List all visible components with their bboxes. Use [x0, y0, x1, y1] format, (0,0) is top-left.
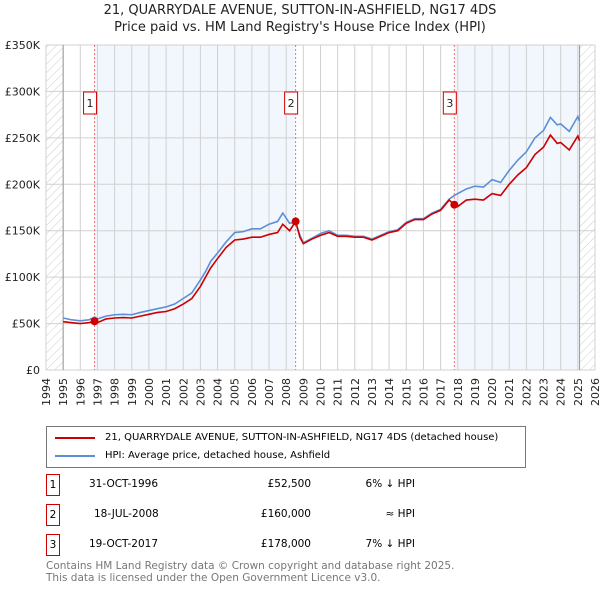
x-tick-label: 2016 — [417, 378, 430, 406]
sale-label: 2 — [288, 97, 295, 110]
x-tick-label: 2022 — [520, 378, 533, 406]
x-tick-label: 1998 — [109, 378, 122, 406]
x-tick-label: 2018 — [452, 378, 465, 406]
shade-period-1 — [94, 45, 296, 370]
x-tick-label: 2005 — [229, 378, 242, 406]
sale-label-box — [83, 91, 98, 115]
x-tick-label: 1999 — [126, 378, 139, 406]
legend-label-hpi: HPI: Average price, detached house, Ashf… — [105, 450, 331, 461]
sale-label-box — [284, 91, 299, 115]
legend-swatch-property — [55, 436, 95, 439]
x-tick-label: 2025 — [572, 378, 585, 406]
legend-swatch-hpi — [55, 454, 95, 457]
hpi-line — [62, 114, 581, 322]
sale-row-2: 2 18-JUL-2008 £160,000 ≈ HPI — [46, 504, 546, 526]
x-tick-label: 2000 — [143, 378, 156, 406]
sale-marker-1: 1 — [46, 474, 60, 496]
legend-label-property: 21, QUARRYDALE AVENUE, SUTTON-IN-ASHFIEL… — [105, 432, 499, 443]
x-tick-label: 2024 — [555, 378, 568, 406]
chart-title: 21, QUARRYDALE AVENUE, SUTTON-IN-ASHFIEL… — [103, 3, 497, 18]
chart-subtitle: Price paid vs. HM Land Registry's House … — [114, 20, 486, 35]
x-tick-label: 1997 — [91, 378, 104, 406]
sale-hpi-diff: ≈ HPI — [385, 508, 415, 520]
x-tick-label: 2017 — [435, 378, 448, 406]
sale-marker-2: 2 — [46, 504, 60, 526]
sale-label: 3 — [446, 97, 453, 110]
sale-point — [291, 217, 300, 226]
sale-date: 31-OCT-1996 — [89, 478, 158, 490]
x-tick-label: 2004 — [212, 378, 225, 406]
x-tick-label: 2002 — [177, 378, 190, 406]
x-tick-label: 2008 — [280, 378, 293, 406]
sale-price: £52,500 — [267, 478, 311, 490]
x-tick-label: 2014 — [383, 378, 396, 406]
x-tick-label: 2011 — [332, 378, 345, 406]
x-tick-label: 2001 — [160, 378, 173, 406]
y-tick-label: £0 — [26, 364, 40, 377]
x-tick-label: 2019 — [469, 378, 482, 406]
sale-price: £178,000 — [260, 538, 311, 550]
x-tick-label: 2013 — [366, 378, 379, 406]
hatch-after-data — [579, 45, 595, 370]
sale-row-3: 3 19-OCT-2017 £178,000 7% ↓ HPI — [46, 534, 546, 556]
sale-row-1: 1 31-OCT-1996 £52,500 6% ↓ HPI — [46, 474, 546, 496]
sale-label: 1 — [87, 97, 94, 110]
footer-licence: This data is licensed under the Open Gov… — [46, 572, 381, 584]
x-tick-label: 2012 — [349, 378, 362, 406]
x-tick-label: 1995 — [57, 378, 70, 406]
x-tick-label: 2010 — [315, 378, 328, 406]
property-price-line — [63, 133, 581, 325]
sale-point — [450, 200, 459, 209]
x-tick-label: 2009 — [297, 378, 310, 406]
y-tick-label: £200K — [5, 178, 41, 191]
sale-date: 18-JUL-2008 — [94, 508, 159, 520]
sale-date: 19-OCT-2017 — [89, 538, 158, 550]
x-tick-label: 1994 — [40, 378, 53, 406]
sale-marker-3: 3 — [46, 534, 60, 556]
sale-price: £160,000 — [260, 508, 311, 520]
y-tick-label: £350K — [5, 39, 41, 52]
y-tick-label: £300K — [5, 85, 41, 98]
price-chart: 1994 1995 1996 1997 1998 1999 2000 2001 2002 2003… — [5, 39, 600, 406]
x-tick-label: 2006 — [246, 378, 259, 406]
x-tick-label: 2015 — [400, 378, 413, 406]
y-tick-label: £150K — [5, 225, 41, 238]
sale-point — [90, 317, 99, 326]
x-tick-label: 2021 — [503, 378, 516, 406]
sale-hpi-diff: 6% ↓ HPI — [365, 478, 415, 490]
x-tick-label: 2003 — [194, 378, 207, 406]
chart-legend: 21, QUARRYDALE AVENUE, SUTTON-IN-ASHFIEL… — [46, 426, 526, 468]
x-tick-label: 2026 — [589, 378, 600, 406]
x-tick-label: 2007 — [263, 378, 276, 406]
y-tick-label: £250K — [5, 132, 41, 145]
footer-copyright: Contains HM Land Registry data © Crown c… — [46, 560, 455, 572]
sale-label-box — [442, 91, 457, 115]
y-tick-label: £50K — [12, 318, 41, 331]
x-tick-label: 2023 — [538, 378, 551, 406]
y-tick-label: £100K — [5, 271, 41, 284]
x-tick-label: 2020 — [486, 378, 499, 406]
hatch-before-data — [46, 45, 64, 370]
sale-hpi-diff: 7% ↓ HPI — [365, 538, 415, 550]
x-tick-label: 1996 — [74, 378, 87, 406]
